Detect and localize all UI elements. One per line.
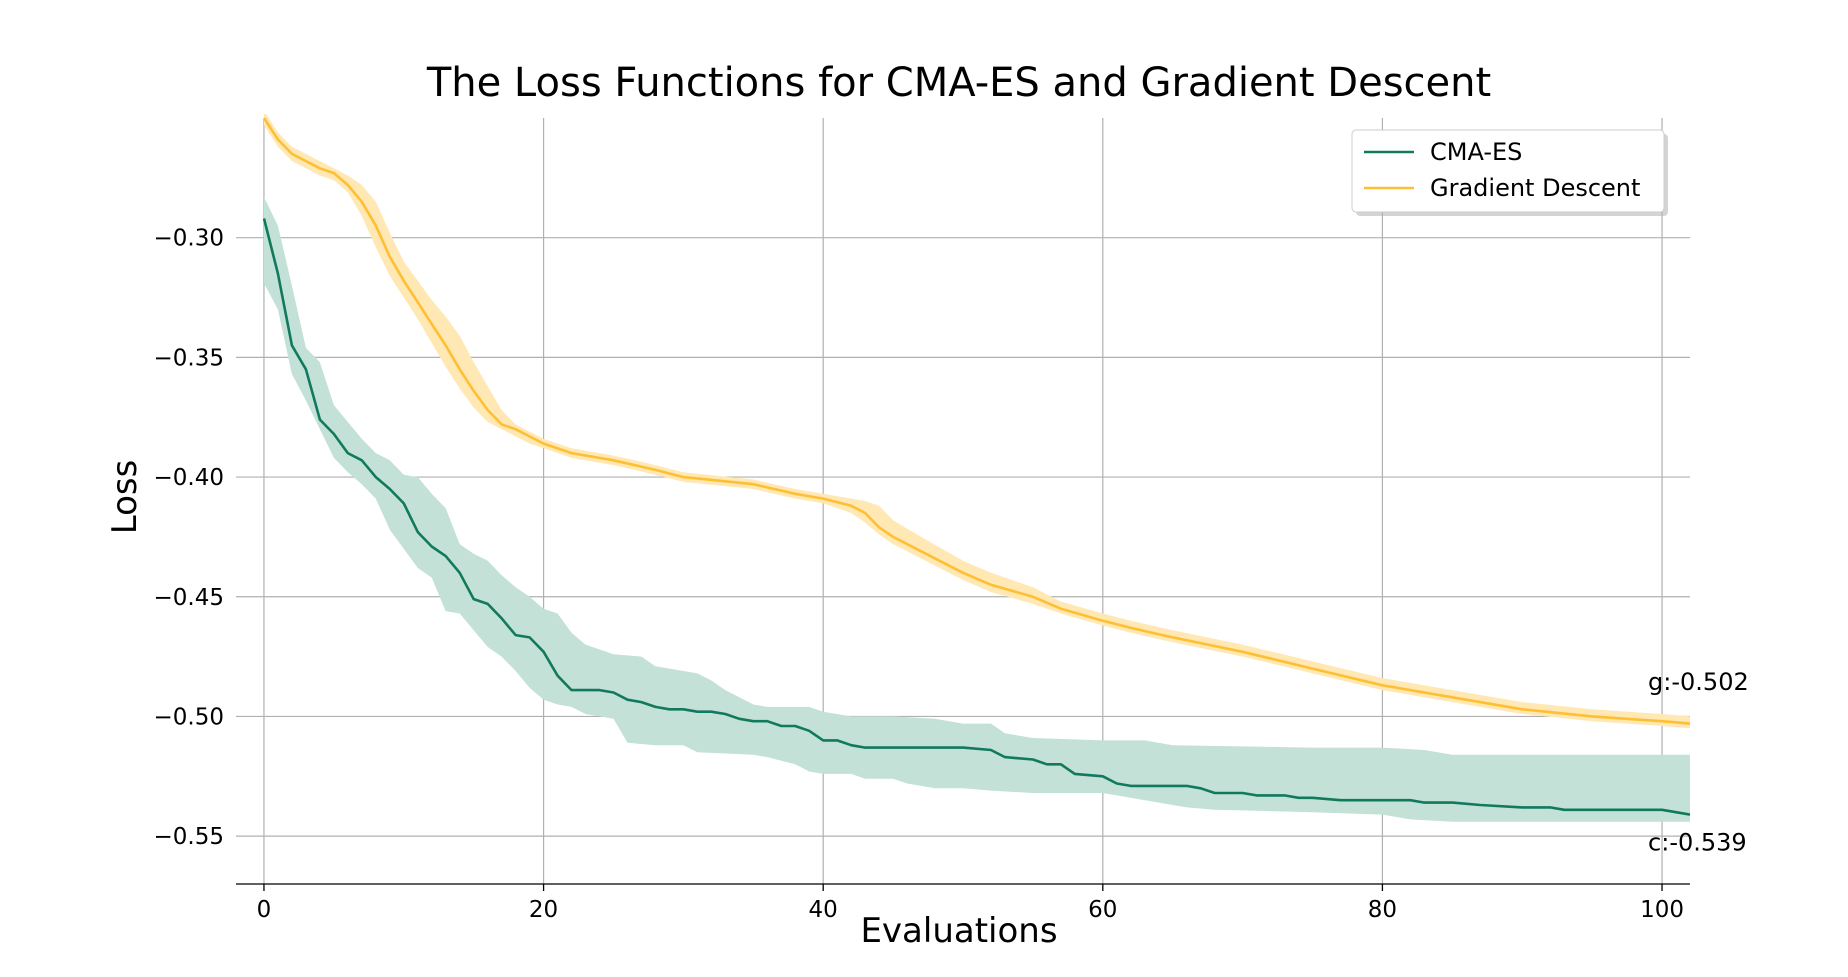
cma-es-band [264,197,1690,822]
x-tick-label: 80 [1368,897,1397,923]
gradient-descent-line [262,117,1690,725]
legend-box [1351,129,1665,213]
grid [236,118,1690,884]
y-tick-label: −0.45 [154,585,224,611]
x-tick-label: 100 [1640,897,1684,923]
annotation-cma-es: c:-0.539 [1648,828,1747,856]
legend-label-gradient-descent: Gradient Descent [1430,174,1640,202]
annotation-gradient-descent: g:-0.502 [1648,668,1749,696]
series-lines [262,117,1690,816]
confidence-bands [264,114,1690,822]
y-axis-label: Loss [105,460,145,535]
x-tick-label: 40 [809,897,838,923]
x-axis-label: Evaluations [860,911,1057,951]
chart-title: The Loss Functions for CMA-ES and Gradie… [426,60,1491,106]
x-axis-ticks: 0 20 40 60 80 100 [257,884,1684,923]
y-axis-ticks: −0.30 −0.35 −0.40 −0.45 −0.50 −0.55 [154,226,224,850]
x-tick-label: 0 [257,897,272,923]
y-tick-label: −0.35 [154,345,224,371]
final-value-annotations: g:-0.502 c:-0.539 [1648,668,1749,856]
y-tick-label: −0.30 [154,226,224,252]
y-tick-label: −0.50 [154,704,224,730]
y-tick-label: −0.55 [154,824,224,850]
legend-label-cma-es: CMA-ES [1430,138,1522,166]
legend: CMA-ES Gradient Descent [1351,129,1668,216]
x-tick-label: 20 [529,897,558,923]
y-tick-label: −0.40 [154,465,224,491]
cma-es-line [262,218,1690,816]
x-tick-label: 60 [1088,897,1117,923]
